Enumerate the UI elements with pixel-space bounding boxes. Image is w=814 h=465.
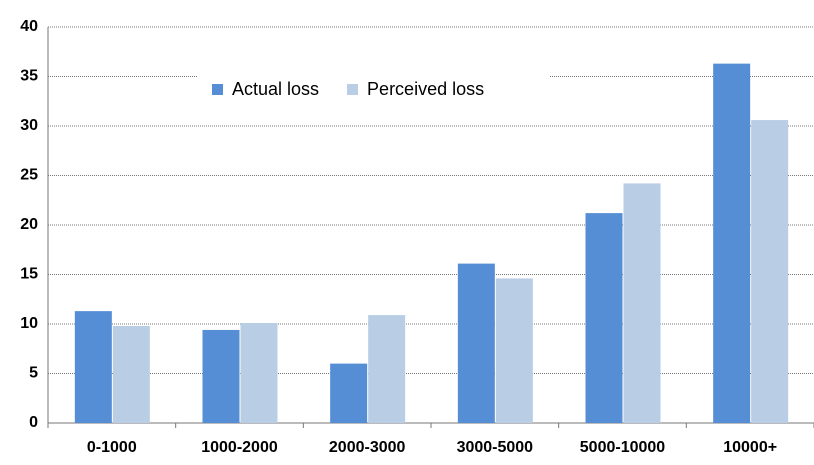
x-tick-label: 0-1000 xyxy=(87,439,137,456)
bar xyxy=(330,363,368,423)
y-tick-label: 40 xyxy=(20,18,38,35)
y-tick-label: 20 xyxy=(20,216,38,233)
legend-label: Perceived loss xyxy=(367,79,484,99)
bar xyxy=(368,315,406,423)
bar xyxy=(112,325,150,423)
bar xyxy=(74,311,112,423)
y-tick-label: 30 xyxy=(20,117,38,134)
legend-box xyxy=(198,74,550,106)
y-tick-label: 0 xyxy=(29,414,38,431)
x-tick-label: 10000+ xyxy=(723,439,777,456)
bar xyxy=(585,213,623,423)
y-tick-label: 15 xyxy=(20,266,38,283)
x-tick-label: 1000-2000 xyxy=(201,439,278,456)
bar xyxy=(713,63,751,423)
y-tick-label: 5 xyxy=(29,365,38,382)
bar xyxy=(495,278,533,423)
x-tick-label: 3000-5000 xyxy=(457,439,534,456)
y-tick-label: 10 xyxy=(20,315,38,332)
x-tick-label: 2000-3000 xyxy=(329,439,406,456)
bar xyxy=(240,323,278,423)
legend-swatch xyxy=(212,84,223,95)
legend-label: Actual loss xyxy=(232,79,319,99)
bar xyxy=(202,329,240,423)
legend-swatch xyxy=(347,84,359,95)
y-tick-label: 25 xyxy=(20,167,38,184)
y-tick-label: 35 xyxy=(20,68,38,85)
bar xyxy=(457,263,495,423)
bar xyxy=(623,183,661,423)
x-tick-label: 5000-10000 xyxy=(580,439,666,456)
bar xyxy=(751,120,789,423)
